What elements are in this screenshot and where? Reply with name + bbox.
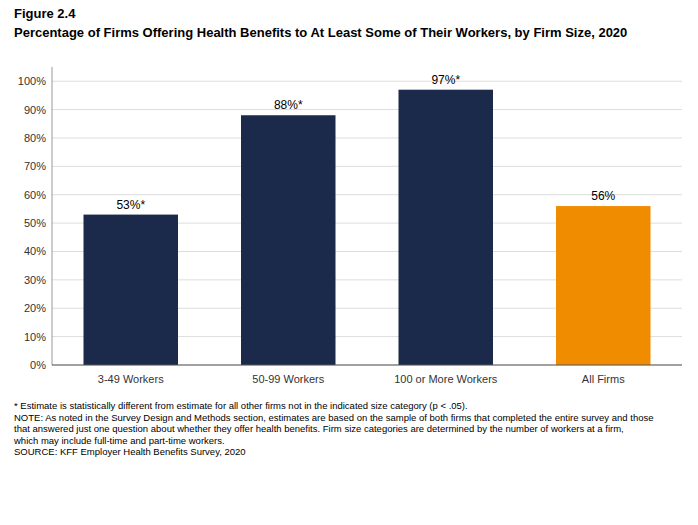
chart: Figure 2.4 Percentage of Firms Offering H… — [0, 0, 698, 525]
title: Percentage of Firms Offering Health Bene… — [14, 25, 627, 40]
text-line: which may include full-time and part-tim… — [13, 435, 225, 446]
bar — [399, 90, 494, 365]
y-tick-label: 10% — [24, 331, 46, 343]
text-line: SOURCE: KFF Employer Health Benefits Sur… — [14, 446, 246, 457]
grid — [52, 81, 682, 365]
footnote: NOTE: As noted in the Survey Design and … — [14, 412, 654, 423]
text-line: NOTE: As noted in the Survey Design and … — [14, 412, 654, 423]
text-line: that answered just one question about wh… — [14, 423, 624, 434]
bar — [556, 206, 651, 365]
data-label: 56% — [591, 189, 615, 203]
y-tick-label: 40% — [24, 245, 46, 257]
x-tick-label: All Firms — [582, 373, 625, 385]
text-line: Percentage of Firms Offering Health Bene… — [14, 25, 627, 40]
data-label: 97%* — [431, 73, 460, 87]
figure-label: Figure 2.4 — [14, 6, 76, 21]
y-tick-label: 50% — [24, 217, 46, 229]
x-axis-line — [52, 365, 682, 366]
y-tick-label: 20% — [24, 302, 46, 314]
grid-line — [52, 194, 682, 195]
x-tick-label: 100 or More Workers — [394, 373, 498, 385]
grid-line — [52, 81, 682, 82]
y-tick-label: 30% — [24, 274, 46, 286]
x-tick-label: 3-49 Workers — [98, 373, 164, 385]
y-tick-label: 100% — [18, 75, 46, 87]
grid-line — [52, 365, 682, 366]
x-tick-label: 50-99 Workers — [252, 373, 324, 385]
y-tick-label: 60% — [24, 189, 46, 201]
y-tick-label: 70% — [24, 160, 46, 172]
grid-line — [52, 166, 682, 167]
y-tick-label: 0% — [30, 359, 46, 371]
footnote: that answered just one question about wh… — [14, 423, 624, 434]
grid-line — [52, 137, 682, 138]
footnote: SOURCE: KFF Employer Health Benefits Sur… — [14, 446, 246, 457]
bar — [241, 115, 336, 365]
bars — [84, 90, 651, 365]
y-tick-label: 80% — [24, 132, 46, 144]
footnote: * Estimate is statistically different fr… — [14, 400, 468, 411]
y-tick-label: 90% — [24, 104, 46, 116]
data-label: 88%* — [274, 98, 303, 112]
text-line: * Estimate is statistically different fr… — [14, 400, 468, 411]
data-label: 53%* — [116, 198, 145, 212]
bar — [84, 215, 179, 365]
y-axis-line — [52, 67, 53, 365]
footnote: which may include full-time and part-tim… — [13, 435, 225, 446]
grid-line — [52, 109, 682, 110]
